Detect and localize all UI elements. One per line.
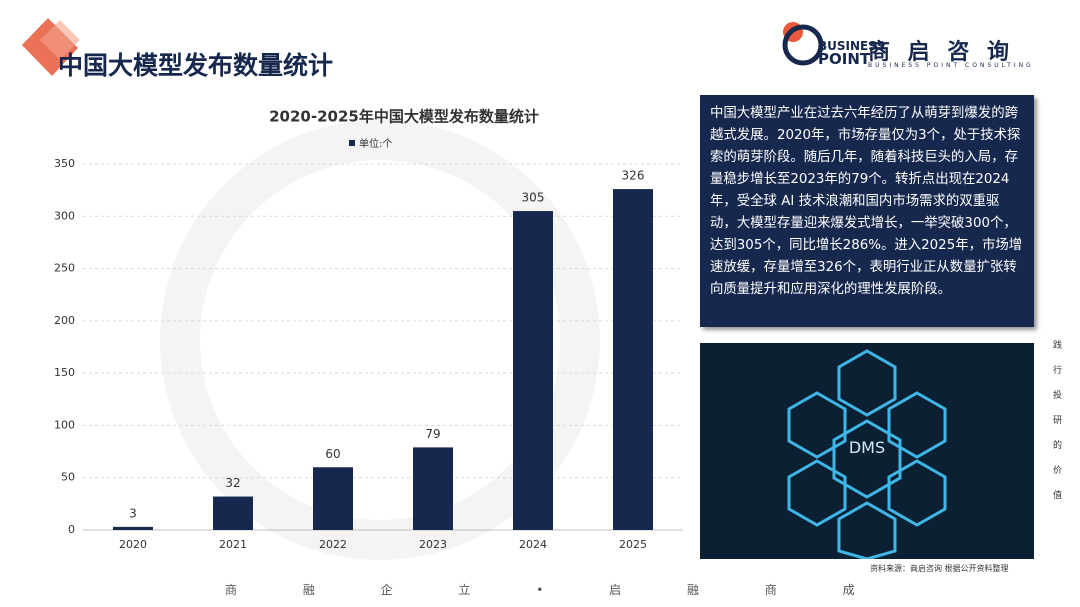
footer: 商 融 企 立 • 启 融 商 成 [225,583,855,597]
x-tick-label: 2025 [619,538,647,551]
page-title: 中国大模型发布数量统计 [58,51,334,80]
bar [213,496,253,530]
logo-name: 商 启 咨 询 [868,40,1009,65]
x-tick-label: 2021 [219,538,247,551]
y-tick-label: 200 [54,314,75,327]
y-tick-label: 100 [54,418,75,431]
value-label: 3 [129,506,137,520]
value-label: 32 [225,476,240,490]
bar [513,211,553,531]
x-tick-label: 2023 [419,538,447,551]
legend-label: 单位:个 [359,137,392,150]
x-tick-label: 2020 [119,538,147,551]
chart-title: 2020-2025年中国大模型发布数量统计 [269,108,539,126]
logo-mark: BUSINESS POINT [818,39,885,68]
y-tick-label: 150 [54,366,75,379]
value-label: 305 [522,191,545,205]
photo: DMS [700,343,1034,559]
bar [113,526,153,530]
description: 中国大模型产业在过去六年经历了从萌芽到爆发的跨越式发展。2020年，市场存量仅为… [700,95,1034,327]
x-tick-label: 2024 [519,538,547,551]
side-text: 践行投研的价值 [1051,340,1061,515]
value-label: 79 [425,427,440,441]
logo-line: POINT [818,50,871,68]
logo-line: BUSINESS [818,39,885,53]
value-label: 60 [325,447,340,461]
value-label: 326 [622,169,645,183]
y-tick-label: 350 [54,157,75,170]
x-tick-label: 2022 [319,538,347,551]
y-tick-label: 50 [61,471,75,484]
y-tick-label: 300 [54,209,75,222]
photo-label: DMS [849,438,885,457]
logo-tagline: BUSINESS POINT CONSULTING [868,62,1034,69]
chart: 2020-2025年中国大模型发布数量统计 单位:个 0 50 100 150 200 2… [54,108,683,551]
y-tick-label: 250 [54,262,75,275]
source: 资料来源：商启咨询 根据公开资料整理 [870,564,1009,573]
legend-swatch [349,140,355,146]
bar [313,467,353,530]
bar [413,447,453,530]
bar [613,189,653,530]
y-tick-label: 0 [68,523,75,536]
